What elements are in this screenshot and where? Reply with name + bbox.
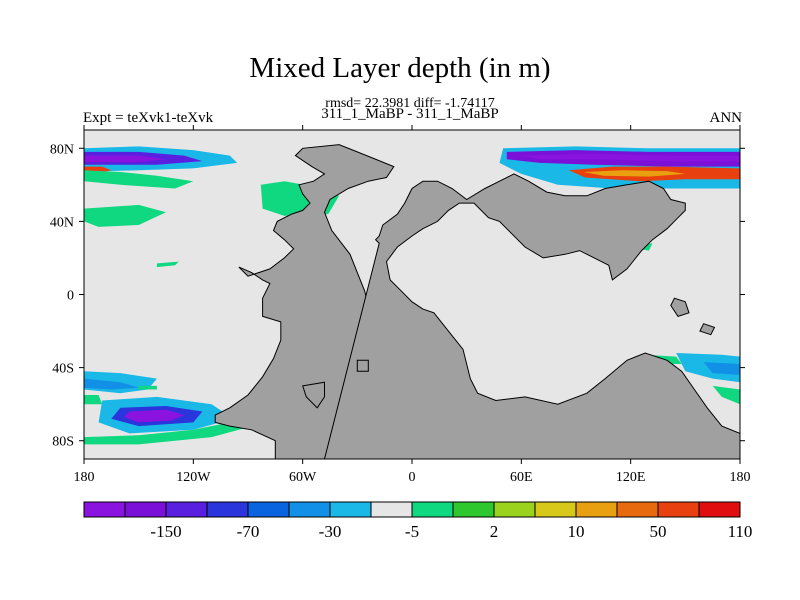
region-south-indian-band (676, 353, 740, 383)
colorbar-swatch (288, 501, 331, 518)
colorbar-label: -150 (150, 522, 181, 541)
colorbar: -150 -70 -30 -5 2 10 50 110 (83, 501, 753, 541)
colorbar-label: 50 (650, 522, 667, 541)
y-tick-label: 80N (50, 142, 74, 157)
region-north-pacific-tail (84, 170, 194, 189)
colorbar-swatch (575, 501, 618, 518)
x-tick-label: 180 (730, 470, 751, 485)
x-tick-label: 60W (289, 470, 317, 485)
colorbar-swatch (370, 501, 413, 518)
colorbar-swatch (534, 501, 577, 518)
x-tick-label: 120W (176, 470, 211, 485)
x-axis: 180 120W 60W 0 60E 120E 180 (74, 125, 751, 485)
land-islands-1 (356, 359, 369, 372)
colorbar-swatch (247, 501, 290, 518)
y-tick-label: 0 (67, 289, 74, 304)
colorbar-label: 2 (490, 522, 499, 541)
y-tick-label: 80S (52, 435, 74, 450)
colorbar-swatch (698, 501, 741, 518)
region-southern-ocean-2 (84, 378, 139, 390)
colorbar-swatch (616, 501, 659, 518)
colorbar-swatch (83, 501, 126, 518)
y-tick-label: 40N (50, 215, 74, 230)
plot-area (84, 130, 740, 459)
colorbar-label: 10 (568, 522, 585, 541)
land-afro-eurasia (323, 173, 740, 459)
chart-title: Mixed Layer depth (in m) (249, 52, 551, 84)
region-north-atlantic-green-2 (84, 204, 166, 227)
colorbar-label: 110 (728, 522, 753, 541)
region-arctic-core (521, 153, 740, 162)
x-tick-label: 180 (74, 470, 95, 485)
stats-line: rmsd= 22.3981 diff= -1.74117 (325, 96, 495, 111)
colorbar-label: -5 (405, 522, 419, 541)
colorbar-swatch (411, 501, 454, 518)
y-axis: 80N 40N 0 40S 80S (50, 142, 745, 450)
colorbar-swatch (452, 501, 495, 518)
experiment-subtitle: 311_1_MaBP - 311_1_MaBP (321, 106, 499, 122)
colorbar-label: -30 (319, 522, 342, 541)
colorbar-swatch (206, 501, 249, 518)
land-indonesia-2 (699, 323, 716, 336)
colorbar-label: -70 (237, 522, 260, 541)
colorbar-swatch (657, 501, 700, 518)
land-antarctic-peninsula (302, 381, 325, 409)
y-tick-label: 40S (52, 362, 74, 377)
colorbar-swatch (493, 501, 536, 518)
land-indonesia-1 (670, 297, 690, 317)
season-label: ANN (709, 110, 743, 126)
region-small-green-1 (156, 261, 179, 268)
colorbar-swatch (329, 501, 372, 518)
experiment-label: Expt = teXvk1-teXvk (83, 110, 214, 126)
region-arctic-orange (583, 170, 686, 177)
land-mask (214, 144, 740, 459)
colorbar-swatch (165, 501, 208, 518)
x-tick-label: 0 (409, 470, 416, 485)
region-north-pacific-core (84, 155, 166, 162)
region-southern-ocean-green (84, 395, 103, 405)
x-tick-label: 120E (616, 470, 646, 485)
region-south-pacific-core (124, 409, 185, 423)
contour-regions (84, 146, 740, 447)
region-small-green-4 (138, 385, 157, 390)
region-south-indian-deep (712, 385, 740, 405)
colorbar-swatch (124, 501, 167, 518)
x-tick-label: 60E (510, 470, 533, 485)
region-antarctic-green-strip (84, 415, 267, 445)
region-south-indian-2 (703, 362, 740, 375)
